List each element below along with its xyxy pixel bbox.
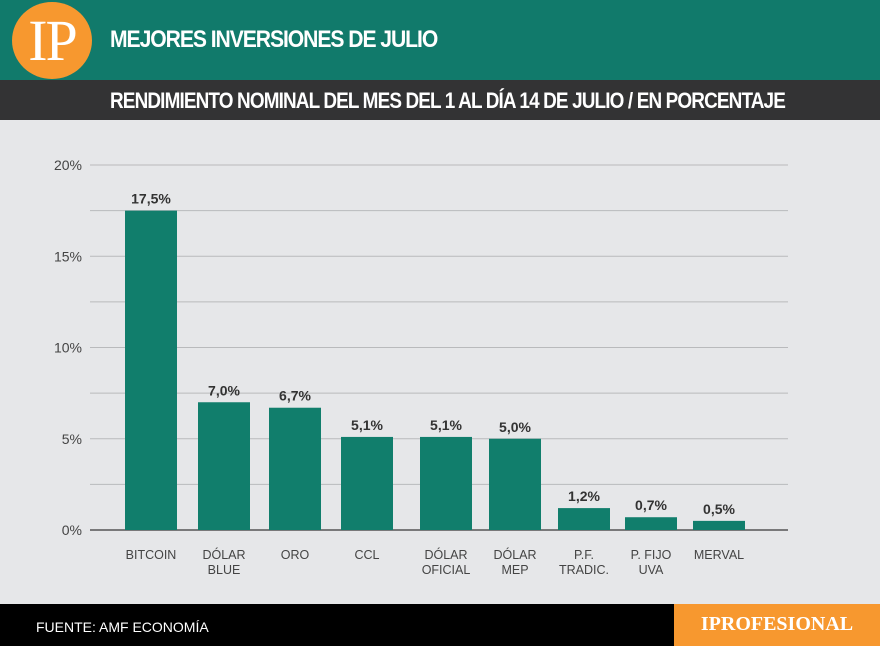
data-label: 17,5% — [131, 191, 171, 207]
x-tick-label: BLUE — [208, 563, 241, 577]
x-tick-label: MEP — [501, 563, 528, 577]
page-title: MEJORES INVERSIONES DE JULIO — [110, 26, 438, 53]
x-tick-label: CCL — [354, 548, 379, 562]
y-tick-label: 10% — [54, 340, 82, 356]
x-tick-label: MERVAL — [694, 548, 744, 562]
bar — [125, 210, 177, 530]
bar — [269, 407, 321, 530]
x-tick-label: ORO — [281, 548, 310, 562]
data-label: 7,0% — [208, 382, 240, 398]
bar — [625, 517, 677, 530]
bar — [198, 402, 250, 530]
data-label: 5,1% — [351, 417, 383, 433]
x-tick-label: P.F. — [574, 548, 594, 562]
bar-chart: 0%5%10%15%20%17,5%BITCOIN7,0%DÓLARBLUE6,… — [54, 157, 788, 577]
y-tick-label: 20% — [54, 157, 82, 173]
source-note: FUENTE: AMF ECONOMÍA — [36, 619, 209, 635]
data-label: 6,7% — [279, 388, 311, 404]
x-tick-label: DÓLAR — [493, 547, 536, 562]
bar — [420, 436, 472, 530]
bar — [341, 436, 393, 530]
x-tick-label: BITCOIN — [126, 548, 177, 562]
y-tick-label: 15% — [54, 248, 82, 264]
data-label: 0,7% — [635, 497, 667, 513]
x-tick-label: OFICIAL — [422, 563, 471, 577]
x-tick-label: P. FIJO — [631, 548, 672, 562]
x-tick-label: UVA — [639, 563, 664, 577]
data-label: 0,5% — [703, 501, 735, 517]
y-tick-label: 5% — [62, 431, 82, 447]
bar — [489, 438, 541, 530]
data-label: 5,0% — [499, 419, 531, 435]
subtitle: RENDIMIENTO NOMINAL DEL MES DEL 1 AL DÍA… — [110, 88, 786, 113]
x-tick-label: TRADIC. — [559, 563, 609, 577]
y-tick-label: 0% — [62, 522, 82, 538]
bar — [693, 520, 745, 530]
brand-logo: IPROFESIONAL — [674, 604, 880, 646]
bar — [558, 508, 610, 530]
header-bar: IP MEJORES INVERSIONES DE JULIO — [0, 0, 880, 80]
data-label: 1,2% — [568, 488, 600, 504]
footer: FUENTE: AMF ECONOMÍA IPROFESIONAL — [0, 604, 880, 646]
x-tick-label: DÓLAR — [202, 547, 245, 562]
data-label: 5,1% — [430, 417, 462, 433]
ip-logo: IP — [12, 2, 92, 79]
subtitle-bar: RENDIMIENTO NOMINAL DEL MES DEL 1 AL DÍA… — [0, 80, 880, 120]
x-tick-label: DÓLAR — [424, 547, 467, 562]
